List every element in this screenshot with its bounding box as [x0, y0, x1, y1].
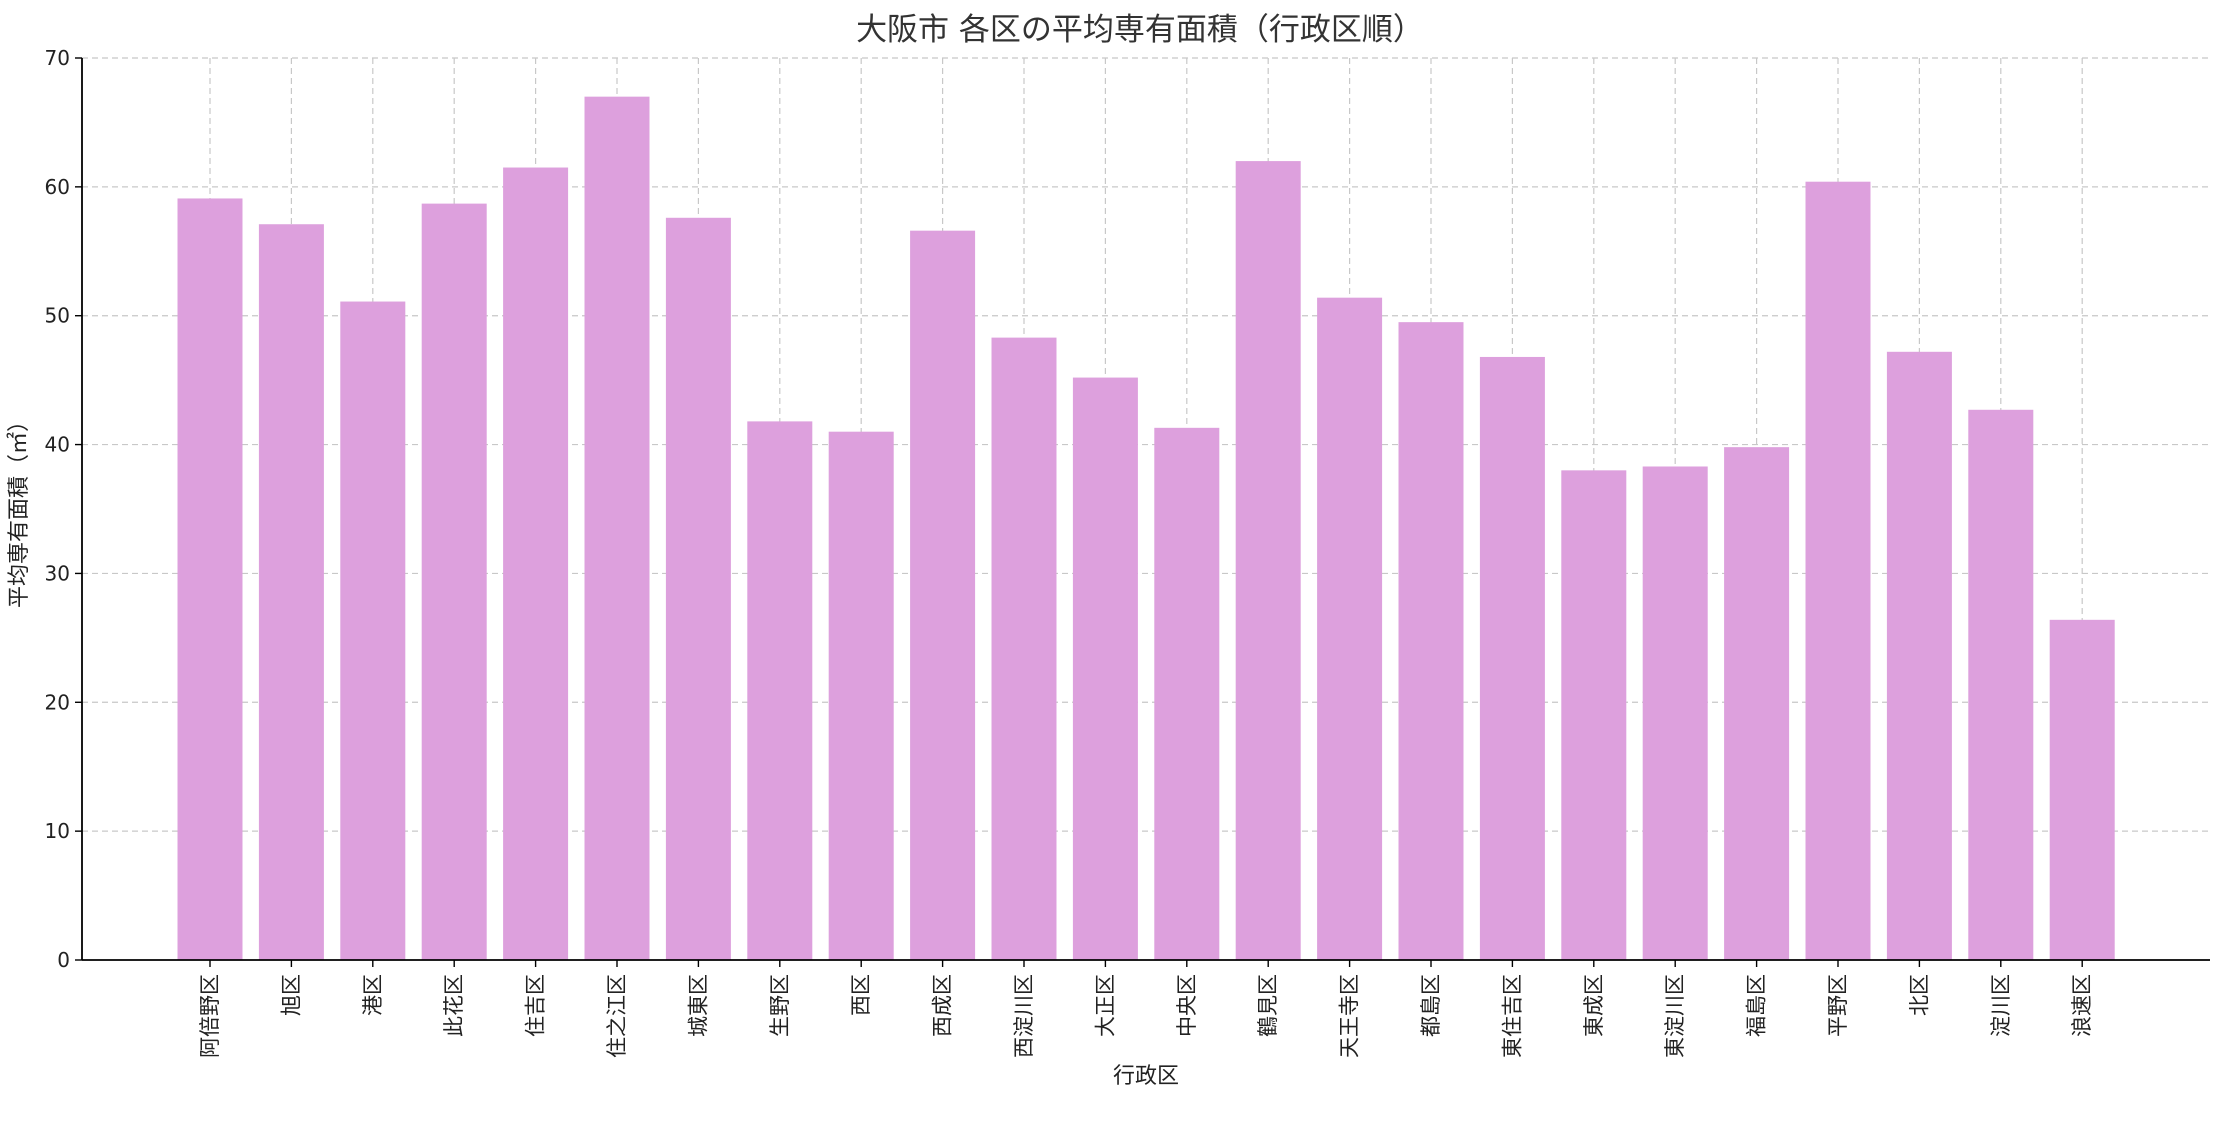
y-tick-label: 60	[45, 175, 70, 199]
x-tick-label: 東住吉区	[1500, 974, 1524, 1058]
bar-此花区	[421, 203, 487, 960]
x-tick-label: 福島区	[1745, 974, 1769, 1037]
bars	[177, 96, 2115, 961]
bar-中央区	[1154, 427, 1220, 960]
x-tick-label: 此花区	[442, 974, 466, 1037]
bar-都島区	[1398, 322, 1464, 961]
x-axis-label: 行政区	[1113, 1064, 1179, 1089]
bar-港区	[340, 301, 406, 960]
x-tick-label: 西区	[849, 974, 873, 1016]
bar-淀川区	[1968, 409, 2034, 960]
x-tick-label: 淀川区	[1989, 974, 2013, 1037]
bar-平野区	[1805, 181, 1871, 960]
x-tick-label: 西成区	[931, 974, 955, 1037]
bar-旭区	[258, 224, 324, 960]
y-tick-label: 40	[45, 433, 70, 457]
x-tick-label: 生野区	[768, 974, 792, 1037]
bar-東成区	[1561, 470, 1627, 960]
x-tick-label: 住吉区	[524, 974, 548, 1037]
y-tick-label: 30	[45, 561, 70, 585]
axes	[81, 58, 2210, 961]
x-tick-label: 住之江区	[605, 974, 629, 1058]
bar-北区	[1886, 351, 1952, 960]
x-tick-label: 大正区	[1093, 974, 1117, 1037]
x-tick-label: 平野区	[1826, 974, 1850, 1037]
bar-阿倍野区	[177, 198, 243, 960]
x-tick-label: 旭区	[279, 974, 303, 1016]
y-axis-label: 平均専有面積（㎡）	[6, 410, 32, 608]
bar-西成区	[910, 230, 976, 960]
y-tick-label: 0	[57, 948, 70, 972]
x-ticks: 阿倍野区 旭区 港区 此花区 住吉区 住之江区 城東区 生野区 西区 西成区 西淀川区 大正区 中央区 鶴…	[198, 960, 2094, 1058]
bar-鶴見区	[1235, 161, 1301, 961]
y-tick-label: 10	[45, 819, 70, 843]
chart-title: 大阪市 各区の平均専有面積（行政区順）	[856, 12, 1424, 48]
bar-西区	[828, 431, 894, 961]
x-tick-label: 港区	[361, 974, 385, 1016]
bar-住吉区	[503, 167, 569, 960]
y-ticks: 0 10 20 30 40 50 60 70	[45, 46, 82, 972]
y-tick-label: 50	[45, 304, 70, 328]
x-tick-label: 鶴見区	[1256, 974, 1280, 1037]
x-tick-label: 阿倍野区	[198, 974, 222, 1058]
bar-西淀川区	[991, 337, 1057, 960]
x-tick-label: 中央区	[1175, 974, 1199, 1037]
x-tick-label: 天王寺区	[1338, 974, 1362, 1058]
bar-大正区	[1072, 377, 1138, 961]
x-tick-label: 北区	[1907, 974, 1931, 1016]
x-tick-label: 東成区	[1582, 974, 1606, 1037]
x-tick-label: 浪速区	[2070, 974, 2094, 1037]
bar-福島区	[1724, 447, 1790, 960]
bar-城東区	[665, 217, 731, 961]
bar-住之江区	[584, 96, 650, 960]
bar-生野区	[747, 421, 813, 960]
x-tick-label: 西淀川区	[1012, 974, 1036, 1058]
y-tick-label: 70	[45, 46, 70, 70]
x-tick-label: 城東区	[686, 974, 710, 1037]
x-tick-label: 東淀川区	[1663, 974, 1687, 1058]
y-tick-label: 20	[45, 690, 70, 714]
bar-浪速区	[2049, 619, 2115, 960]
bar-天王寺区	[1317, 297, 1383, 960]
x-tick-label: 都島区	[1419, 974, 1443, 1037]
bar-東淀川区	[1642, 466, 1708, 960]
bar-東住吉区	[1479, 356, 1545, 960]
